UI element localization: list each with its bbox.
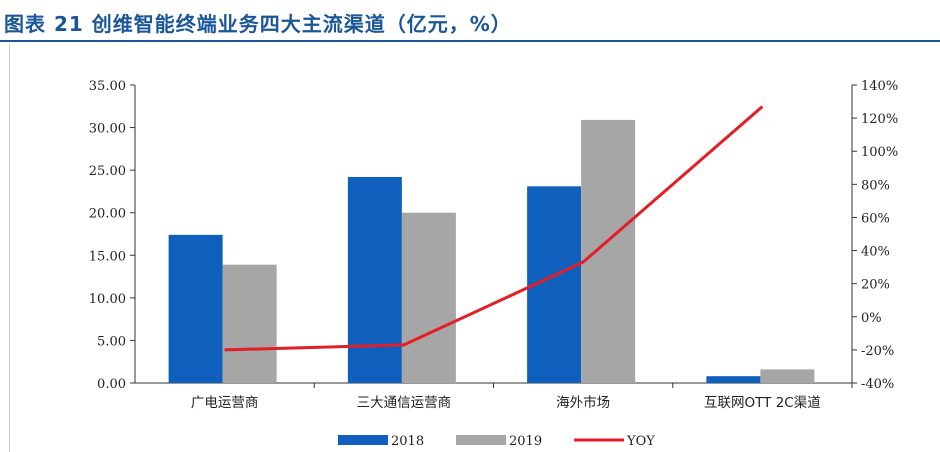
y-left-tick-label: 35.00 (89, 79, 126, 94)
legend-label-YOY: YOY (626, 434, 655, 449)
bar-2018 (706, 376, 761, 383)
legend-label-2019: 2019 (509, 434, 542, 449)
legend-label-2018: 2018 (391, 434, 424, 449)
y-right-tick-label: 120% (861, 112, 898, 127)
y-left-tick-label: 0.00 (97, 377, 126, 392)
bar-2019 (222, 264, 277, 383)
line-YOY (224, 105, 764, 352)
legend-swatch-2019 (456, 435, 506, 445)
y-left-tick-label: 10.00 (89, 292, 126, 307)
page-title: 图表 21 创维智能终端业务四大主流渠道（亿元，%） (4, 12, 512, 36)
y-left-tick-label: 25.00 (89, 164, 126, 179)
bar-2019 (760, 369, 815, 383)
legend-swatch-2018 (338, 435, 388, 445)
bar-2019 (581, 119, 636, 383)
bar-2019 (401, 212, 456, 383)
y-right-tick-label: -40% (861, 377, 894, 392)
y-left-tick-label: 15.00 (89, 249, 126, 264)
x-category-label: 三大通信运营商 (357, 395, 452, 411)
y-right-tick-label: 0% (861, 311, 882, 326)
y-right-tick-label: 20% (861, 278, 890, 293)
title-divider (0, 40, 940, 42)
y-right-tick-label: 100% (861, 145, 898, 160)
x-category-label: 海外市场 (556, 394, 610, 411)
x-category-label: 广电运营商 (191, 395, 259, 411)
frame-left-border (9, 44, 10, 452)
y-right-tick-label: 60% (861, 211, 890, 226)
y-right-tick-label: 40% (861, 245, 890, 260)
y-right-tick-label: 80% (861, 178, 890, 193)
y-right-tick-label: -20% (861, 344, 894, 359)
title-bar: 图表 21 创维智能终端业务四大主流渠道（亿元，%） (0, 0, 940, 44)
bar-2018 (347, 176, 402, 383)
x-category-label: 互联网OTT 2C渠道 (704, 395, 821, 411)
bar-2018 (168, 234, 223, 383)
y-right-tick-label: 140% (861, 79, 898, 94)
y-left-tick-label: 20.00 (89, 207, 126, 222)
y-left-tick-label: 5.00 (97, 334, 126, 349)
y-left-tick-label: 30.00 (89, 122, 126, 137)
